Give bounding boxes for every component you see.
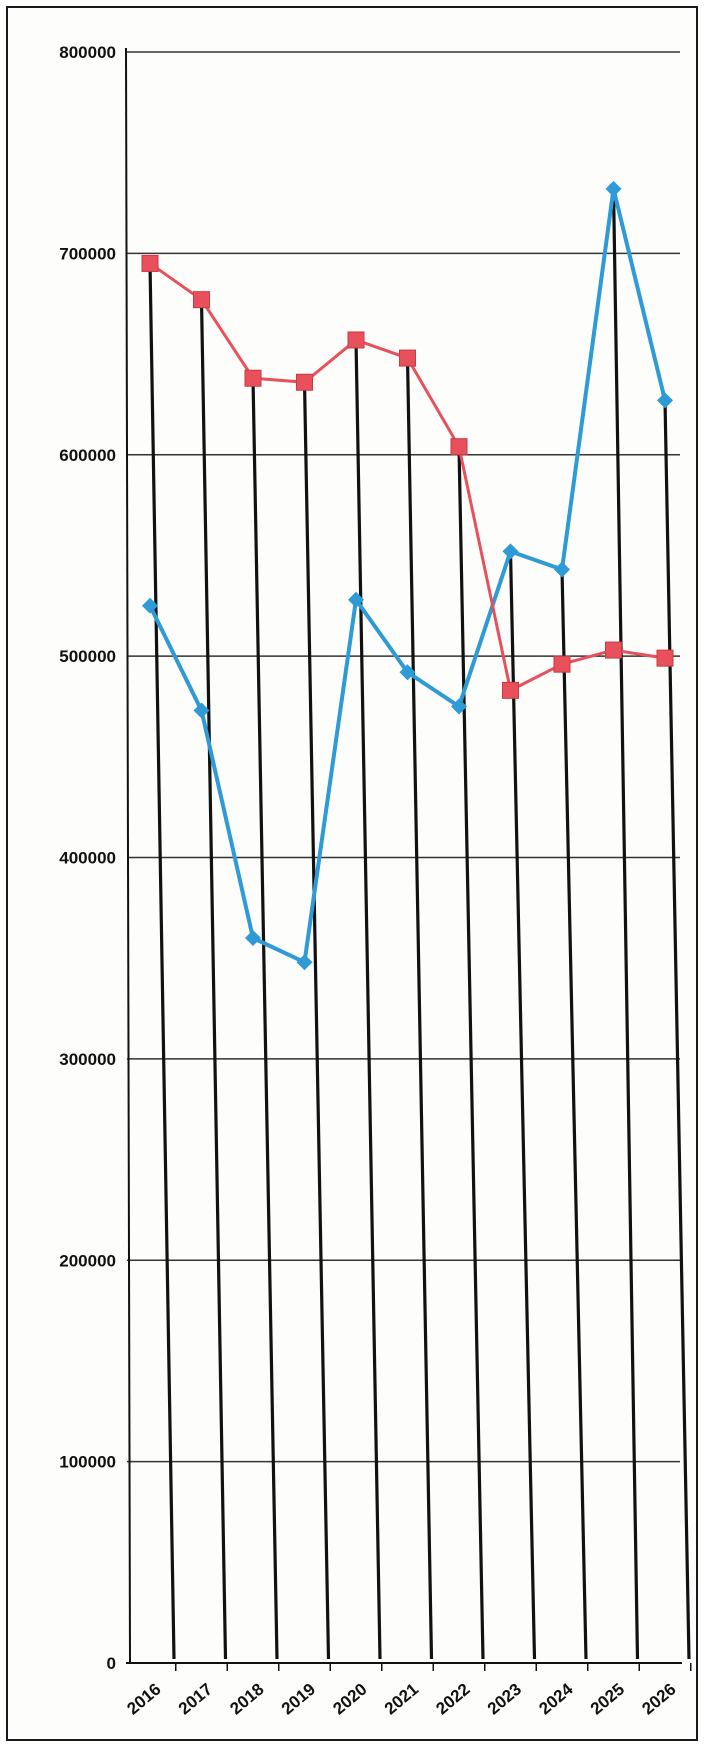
data-point-diamond bbox=[296, 954, 313, 971]
y-tick-label: 200000 bbox=[59, 1251, 116, 1270]
x-tick-label: 2026 bbox=[638, 1680, 679, 1719]
data-point-square bbox=[656, 649, 674, 667]
x-tick-label: 2016 bbox=[123, 1680, 164, 1719]
drop-line bbox=[405, 358, 434, 1660]
x-tick-label: 2019 bbox=[278, 1680, 319, 1719]
drop-line bbox=[302, 382, 331, 1660]
x-tick-label: 2024 bbox=[535, 1679, 577, 1718]
data-point-square bbox=[502, 681, 519, 699]
y-tick-label: 600000 bbox=[59, 446, 116, 465]
data-point-diamond bbox=[657, 392, 673, 409]
data-point-diamond bbox=[245, 930, 261, 947]
drop-line bbox=[251, 378, 279, 1660]
series-line bbox=[148, 186, 667, 965]
y-tick-label: 400000 bbox=[59, 849, 116, 868]
data-point-diamond bbox=[554, 561, 570, 578]
y-tick-label: 700000 bbox=[59, 244, 116, 263]
x-tick-label: 2023 bbox=[484, 1680, 525, 1719]
drop-line bbox=[354, 339, 382, 1660]
x-tick-label: 2025 bbox=[587, 1680, 628, 1719]
data-point-diamond bbox=[193, 702, 210, 719]
series-line bbox=[149, 262, 666, 692]
data-point-diamond bbox=[605, 180, 622, 197]
drop-line bbox=[457, 446, 485, 1660]
data-point-square bbox=[193, 291, 210, 309]
data-point-square bbox=[244, 369, 262, 387]
data-point-diamond bbox=[348, 591, 364, 608]
drop-line bbox=[560, 569, 588, 1660]
data-point-square bbox=[141, 254, 159, 272]
drop-line bbox=[611, 188, 640, 1660]
y-axis bbox=[125, 47, 131, 1664]
data-point-square bbox=[553, 655, 571, 673]
data-point-square bbox=[450, 438, 468, 456]
y-tick-label: 100000 bbox=[59, 1453, 116, 1472]
y-tick-label: 800000 bbox=[59, 43, 116, 62]
data-point-diamond bbox=[502, 543, 519, 560]
x-tick-label: 2020 bbox=[329, 1680, 370, 1719]
x-tick-label: 2017 bbox=[175, 1680, 216, 1719]
drop-line bbox=[508, 551, 537, 1660]
drop-line bbox=[663, 400, 691, 1660]
data-point-square bbox=[347, 331, 365, 349]
y-tick-label: 300000 bbox=[59, 1050, 116, 1069]
drop-line bbox=[199, 299, 228, 1660]
x-tick-label: 2018 bbox=[226, 1680, 267, 1719]
x-tick-label: 2022 bbox=[432, 1680, 473, 1719]
data-point-diamond bbox=[142, 597, 158, 614]
y-tick-label: 500000 bbox=[59, 647, 116, 666]
y-tick-label: 0 bbox=[107, 1654, 116, 1673]
data-point-square bbox=[399, 349, 416, 367]
data-point-square bbox=[605, 641, 622, 659]
data-point-diamond bbox=[451, 698, 467, 715]
drop-line bbox=[148, 263, 176, 1660]
x-tick-label: 2021 bbox=[381, 1680, 422, 1719]
data-point-diamond bbox=[399, 664, 416, 681]
data-point-square bbox=[296, 373, 313, 391]
